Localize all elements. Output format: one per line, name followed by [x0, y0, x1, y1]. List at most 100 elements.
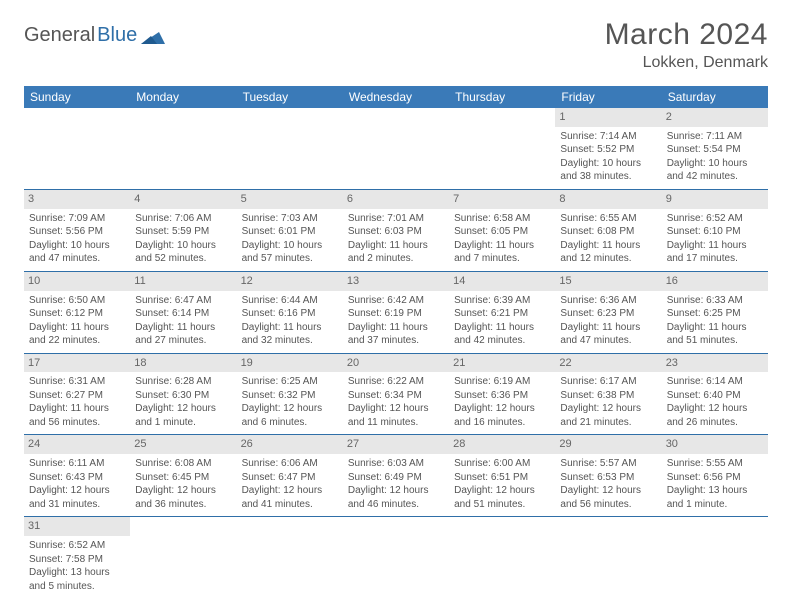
sunset-text: Sunset: 6:25 PM: [667, 307, 763, 321]
calendar-week-row: 24Sunrise: 6:11 AMSunset: 6:43 PMDayligh…: [24, 435, 768, 517]
calendar-day-cell: 9Sunrise: 6:52 AMSunset: 6:10 PMDaylight…: [662, 189, 768, 271]
calendar-day-cell: 5Sunrise: 7:03 AMSunset: 6:01 PMDaylight…: [237, 189, 343, 271]
calendar-day-cell: 7 Sunrise: 6:58 AMSunset: 6:05 PMDaylight…: [449, 189, 555, 271]
daylight-text: Daylight: 11 hours: [348, 239, 444, 253]
calendar-day-cell: 24Sunrise: 6:11 AMSunset: 6:43 PMDayligh…: [24, 435, 130, 517]
calendar-day-cell: 23Sunrise: 6:14 AMSunset: 6:40 PMDayligh…: [662, 353, 768, 435]
calendar-week-row: 10Sunrise: 6:50 AMSunset: 6:12 PMDayligh…: [24, 271, 768, 353]
calendar-body: 1Sunrise: 7:14 AMSunset: 5:52 PMDaylight…: [24, 108, 768, 598]
sunset-text: Sunset: 6:05 PM: [454, 225, 550, 239]
sunset-text: Sunset: 6:30 PM: [135, 389, 231, 403]
sunset-text: Sunset: 6:12 PM: [29, 307, 125, 321]
sunrise-text: Sunrise: 7:01 AM: [348, 212, 444, 226]
daylight-text: and 51 minutes.: [454, 498, 550, 512]
sunrise-text: Sunrise: 6:06 AM: [242, 457, 338, 471]
sunrise-text: Sunrise: 6:31 AM: [29, 375, 125, 389]
daylight-text: and 47 minutes.: [560, 334, 656, 348]
weekday-header: Monday: [130, 86, 236, 108]
calendar-day-cell: [130, 108, 236, 189]
calendar-day-cell: 26Sunrise: 6:06 AMSunset: 6:47 PMDayligh…: [237, 435, 343, 517]
daylight-text: and 42 minutes.: [454, 334, 550, 348]
daylight-text: Daylight: 12 hours: [667, 402, 763, 416]
sunrise-text: Sunrise: 6:33 AM: [667, 294, 763, 308]
day-number: 5: [237, 190, 343, 209]
daylight-text: and 1 minute.: [135, 416, 231, 430]
day-number: 9: [662, 190, 768, 209]
daylight-text: and 26 minutes.: [667, 416, 763, 430]
day-number: 22: [555, 354, 661, 373]
sunrise-text: Sunrise: 6:42 AM: [348, 294, 444, 308]
daylight-text: Daylight: 12 hours: [560, 484, 656, 498]
calendar-day-cell: 16Sunrise: 6:33 AMSunset: 6:25 PMDayligh…: [662, 271, 768, 353]
sunset-text: Sunset: 5:52 PM: [560, 143, 656, 157]
day-number: 13: [343, 272, 449, 291]
sunrise-text: Sunrise: 6:58 AM: [454, 212, 550, 226]
sunset-text: Sunset: 6:01 PM: [242, 225, 338, 239]
day-number: 14: [449, 272, 555, 291]
sunrise-text: Sunrise: 7:06 AM: [135, 212, 231, 226]
daylight-text: Daylight: 10 hours: [667, 157, 763, 171]
sunset-text: Sunset: 6:36 PM: [454, 389, 550, 403]
daylight-text: and 16 minutes.: [454, 416, 550, 430]
sunrise-text: Sunrise: 5:57 AM: [560, 457, 656, 471]
location-label: Lokken, Denmark: [605, 54, 768, 72]
sunrise-text: Sunrise: 6:17 AM: [560, 375, 656, 389]
sunset-text: Sunset: 6:47 PM: [242, 471, 338, 485]
logo-text-blue: Blue: [97, 24, 137, 47]
sunrise-text: Sunrise: 5:55 AM: [667, 457, 763, 471]
calendar-day-cell: 21Sunrise: 6:19 AMSunset: 6:36 PMDayligh…: [449, 353, 555, 435]
calendar-day-cell: 19Sunrise: 6:25 AMSunset: 6:32 PMDayligh…: [237, 353, 343, 435]
calendar-day-cell: [130, 517, 236, 598]
daylight-text: Daylight: 10 hours: [29, 239, 125, 253]
day-number: 4: [130, 190, 236, 209]
day-number: 25: [130, 435, 236, 454]
daylight-text: and 11 minutes.: [348, 416, 444, 430]
calendar-day-cell: 4Sunrise: 7:06 AMSunset: 5:59 PMDaylight…: [130, 189, 236, 271]
sunrise-text: Sunrise: 7:11 AM: [667, 130, 763, 144]
logo: General Blue: [24, 24, 165, 47]
calendar-day-cell: 1Sunrise: 7:14 AMSunset: 5:52 PMDaylight…: [555, 108, 661, 189]
calendar-week-row: 17Sunrise: 6:31 AMSunset: 6:27 PMDayligh…: [24, 353, 768, 435]
calendar-day-cell: [237, 108, 343, 189]
calendar-table: Sunday Monday Tuesday Wednesday Thursday…: [24, 86, 768, 598]
day-number: 15: [555, 272, 661, 291]
daylight-text: and 17 minutes.: [667, 252, 763, 266]
calendar-day-cell: 20Sunrise: 6:22 AMSunset: 6:34 PMDayligh…: [343, 353, 449, 435]
sunset-text: Sunset: 6:49 PM: [348, 471, 444, 485]
weekday-header: Saturday: [662, 86, 768, 108]
daylight-text: Daylight: 11 hours: [454, 321, 550, 335]
day-number: 26: [237, 435, 343, 454]
day-number: 21: [449, 354, 555, 373]
daylight-text: and 46 minutes.: [348, 498, 444, 512]
calendar-day-cell: [343, 517, 449, 598]
sunrise-text: Sunrise: 6:03 AM: [348, 457, 444, 471]
sunset-text: Sunset: 6:38 PM: [560, 389, 656, 403]
daylight-text: Daylight: 11 hours: [454, 239, 550, 253]
calendar-day-cell: 29Sunrise: 5:57 AMSunset: 6:53 PMDayligh…: [555, 435, 661, 517]
calendar-day-cell: 31Sunrise: 6:52 AMSunset: 7:58 PMDayligh…: [24, 517, 130, 598]
sunset-text: Sunset: 6:16 PM: [242, 307, 338, 321]
sunset-text: Sunset: 6:23 PM: [560, 307, 656, 321]
sunset-text: Sunset: 6:03 PM: [348, 225, 444, 239]
daylight-text: Daylight: 11 hours: [242, 321, 338, 335]
day-number: 8: [555, 190, 661, 209]
daylight-text: and 22 minutes.: [29, 334, 125, 348]
daylight-text: Daylight: 10 hours: [560, 157, 656, 171]
daylight-text: and 21 minutes.: [560, 416, 656, 430]
weekday-header: Tuesday: [237, 86, 343, 108]
sunset-text: Sunset: 5:59 PM: [135, 225, 231, 239]
day-number: 12: [237, 272, 343, 291]
calendar-day-cell: [662, 517, 768, 598]
sunrise-text: Sunrise: 6:14 AM: [667, 375, 763, 389]
day-number: 11: [130, 272, 236, 291]
day-number: 28: [449, 435, 555, 454]
daylight-text: and 36 minutes.: [135, 498, 231, 512]
sunrise-text: Sunrise: 7:14 AM: [560, 130, 656, 144]
sunrise-text: Sunrise: 6:00 AM: [454, 457, 550, 471]
daylight-text: and 27 minutes.: [135, 334, 231, 348]
calendar-day-cell: 2Sunrise: 7:11 AMSunset: 5:54 PMDaylight…: [662, 108, 768, 189]
daylight-text: and 1 minute.: [667, 498, 763, 512]
weekday-header: Sunday: [24, 86, 130, 108]
day-number: 7: [449, 190, 555, 209]
sunset-text: Sunset: 6:21 PM: [454, 307, 550, 321]
